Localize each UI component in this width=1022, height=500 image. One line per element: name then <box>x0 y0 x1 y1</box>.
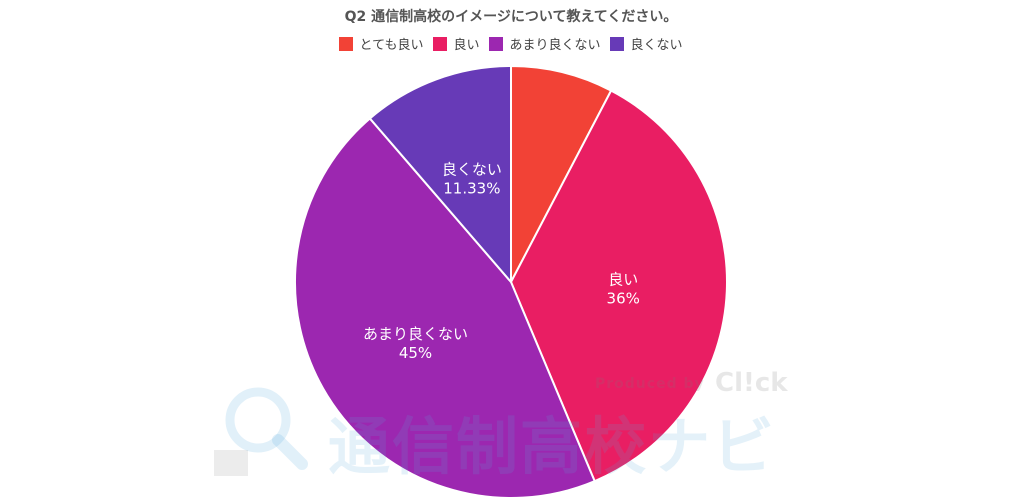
slice-not-very-good[interactable] <box>294 117 596 499</box>
label-good: 良い 36% <box>607 271 640 308</box>
chart-legend: とても良い 良い あまり良くない 良くない <box>0 34 1022 53</box>
legend-label: あまり良くない <box>509 38 601 53</box>
slice-not-good[interactable] <box>368 64 512 285</box>
chart-title: Q2 通信制高校のイメージについて教えてください。 <box>344 9 678 25</box>
legend-swatch <box>433 36 448 51</box>
legend-swatch <box>489 36 504 51</box>
slice-very-good[interactable] <box>510 64 613 283</box>
legend-label: 良くない <box>630 38 683 53</box>
legend-label: 良い <box>453 38 480 53</box>
legend-swatch <box>610 36 625 51</box>
label-not-good: 良くない 11.33% <box>442 161 502 198</box>
legend-item-not-very-good[interactable]: あまり良くない <box>489 34 600 53</box>
legend-label: とても良い <box>359 38 424 53</box>
slice-good[interactable] <box>509 89 728 483</box>
label-not-very-good: あまり良くない 45% <box>363 325 468 362</box>
legend-item-good[interactable]: 良い <box>433 34 479 53</box>
legend-item-very-good[interactable]: とても良い <box>339 34 423 53</box>
legend-item-not-good[interactable]: 良くない <box>610 34 683 53</box>
legend-swatch <box>339 36 354 51</box>
